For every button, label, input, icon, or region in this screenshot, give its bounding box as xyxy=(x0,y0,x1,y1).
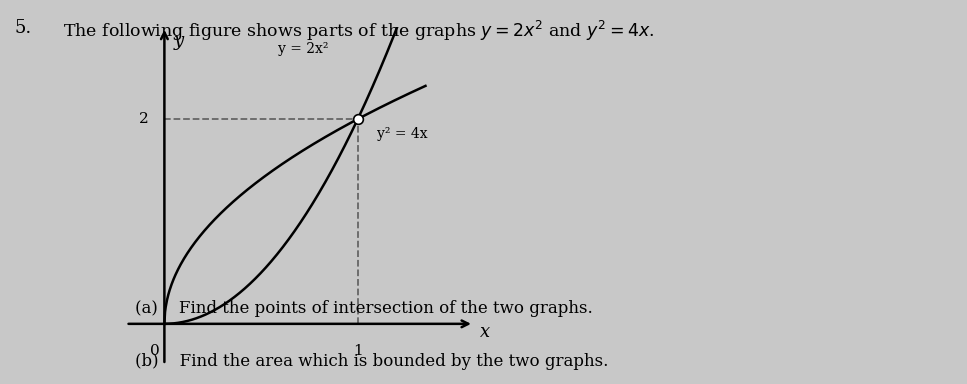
Text: 1: 1 xyxy=(353,344,363,358)
Text: 5.: 5. xyxy=(15,19,32,37)
Text: (a)    Find the points of intersection of the two graphs.: (a) Find the points of intersection of t… xyxy=(135,300,593,316)
Text: y² = 4x: y² = 4x xyxy=(377,127,427,141)
Text: (b)    Find the area which is bounded by the two graphs.: (b) Find the area which is bounded by th… xyxy=(135,353,609,370)
Text: x: x xyxy=(480,323,489,341)
Text: y = 2x²: y = 2x² xyxy=(278,41,329,56)
Text: 2: 2 xyxy=(139,112,149,126)
Text: 0: 0 xyxy=(150,344,160,358)
Text: y: y xyxy=(174,32,184,50)
Text: The following figure shows parts of the graphs $y = 2x^2$ and $y^2 = 4x$.: The following figure shows parts of the … xyxy=(63,19,655,43)
